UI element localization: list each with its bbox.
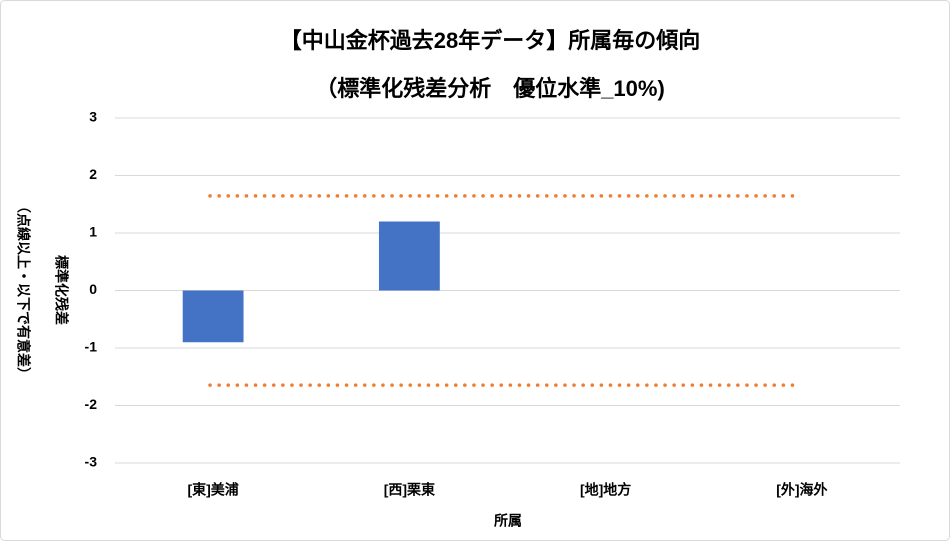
y-tick-label: 1: [89, 224, 97, 240]
y-axis-label: 標準化残差: [53, 255, 69, 325]
x-axis-label: 所属: [494, 513, 522, 529]
chart-subtitle: （標準化残差分析 優位水準_10%): [315, 76, 665, 101]
y-tick-label: -3: [85, 454, 98, 470]
bar: [378, 221, 440, 291]
x-tick-label: [東]美浦: [187, 482, 238, 498]
y-tick-label: 0: [89, 281, 97, 297]
x-tick-label: [地]地方: [580, 482, 631, 498]
x-tick-label: [外]海外: [776, 482, 827, 498]
y-tick-label: -2: [85, 396, 98, 412]
chart-title: 【中山金杯過去28年データ】所属毎の傾向: [280, 28, 700, 53]
y-tick-label: 2: [89, 166, 97, 182]
x-tick-label: [西]栗東: [384, 482, 435, 498]
bar: [182, 290, 244, 343]
y-tick-label: -1: [85, 339, 98, 355]
y-tick-label: 3: [89, 109, 97, 125]
y-axis-note: （点線以上・以下で有意差）: [15, 199, 31, 381]
